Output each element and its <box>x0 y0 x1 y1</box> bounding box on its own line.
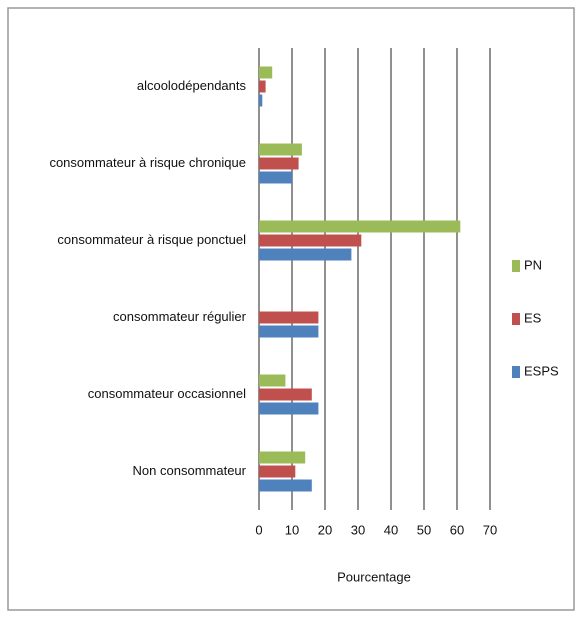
bar <box>259 143 302 156</box>
bar <box>259 171 292 184</box>
x-tick-label: 20 <box>318 522 332 537</box>
bar <box>259 465 296 478</box>
y-tick-label: consommateur à risque chronique <box>49 155 246 170</box>
y-tick-label: consommateur régulier <box>113 309 247 324</box>
legend-swatch <box>512 313 520 325</box>
bar <box>259 374 286 387</box>
x-tick-label: 40 <box>384 522 398 537</box>
bar <box>259 157 299 170</box>
bar <box>259 80 266 93</box>
x-tick-label: 30 <box>351 522 365 537</box>
chart-frame <box>7 7 575 611</box>
legend-label: PN <box>524 257 542 272</box>
bar <box>259 325 319 338</box>
y-tick-label: Non consommateur <box>133 463 247 478</box>
bar <box>259 220 461 233</box>
y-tick-label: consommateur à risque ponctuel <box>57 232 246 247</box>
x-tick-label: 50 <box>417 522 431 537</box>
legend-swatch <box>512 260 520 272</box>
y-tick-label: consommateur occasionnel <box>88 386 246 401</box>
x-tick-label: 70 <box>483 522 497 537</box>
x-axis-label: Pourcentage <box>337 569 411 584</box>
bar <box>259 402 319 415</box>
bar <box>259 66 273 79</box>
bar <box>259 479 312 492</box>
bar <box>259 248 352 261</box>
bar <box>259 388 312 401</box>
legend-label: ES <box>524 310 542 325</box>
x-tick-label: 60 <box>450 522 464 537</box>
bar <box>259 311 319 324</box>
legend-swatch <box>512 366 520 378</box>
bar <box>259 94 263 107</box>
bar <box>259 234 362 247</box>
x-tick-label: 0 <box>255 522 262 537</box>
bar <box>259 451 306 464</box>
x-tick-label: 10 <box>285 522 299 537</box>
y-tick-label: alcoolodépendants <box>137 78 247 93</box>
legend-label: ESPS <box>524 363 559 378</box>
